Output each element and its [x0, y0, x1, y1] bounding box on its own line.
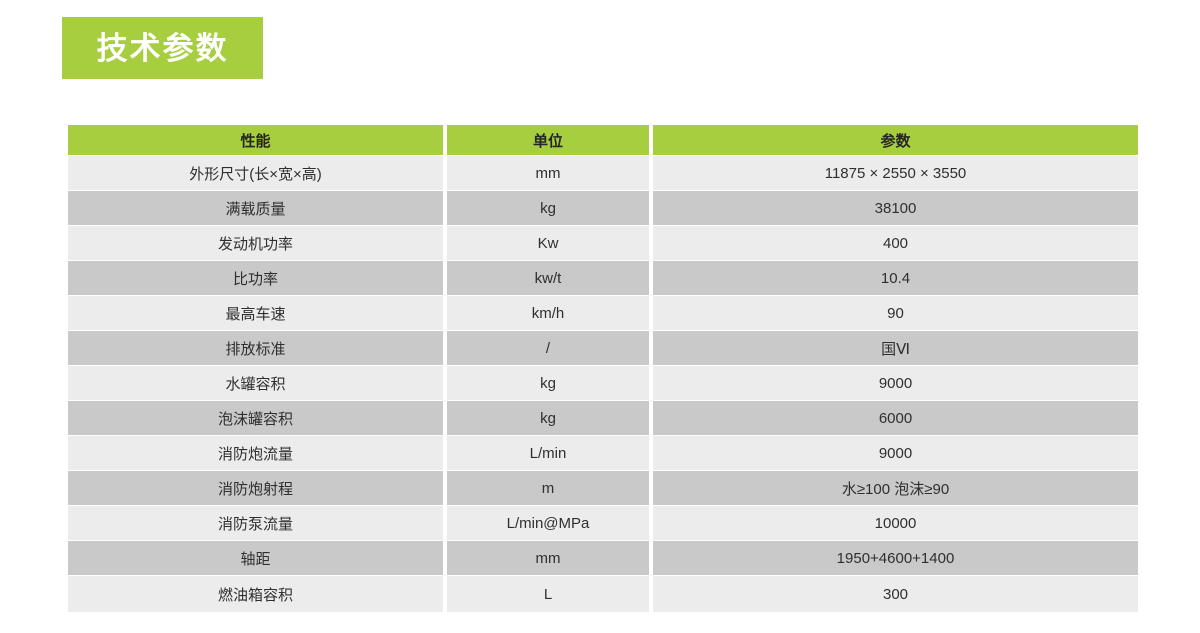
table-row: 排放标准 / 国Ⅵ [68, 331, 1138, 366]
cell-parameter: 国Ⅵ [653, 331, 1138, 366]
cell-unit: Kw [447, 226, 653, 261]
cell-parameter: 1950+4600+1400 [653, 541, 1138, 576]
cell-performance: 满载质量 [68, 191, 447, 226]
table-header-row: 性能 单位 参数 [68, 125, 1138, 156]
cell-unit: kg [447, 191, 653, 226]
cell-parameter: 10.4 [653, 261, 1138, 296]
table-row: 满载质量 kg 38100 [68, 191, 1138, 226]
cell-unit: L/min@MPa [447, 506, 653, 541]
cell-unit: mm [447, 541, 653, 576]
cell-unit: kw/t [447, 261, 653, 296]
cell-performance: 轴距 [68, 541, 447, 576]
cell-parameter: 6000 [653, 401, 1138, 436]
cell-performance: 发动机功率 [68, 226, 447, 261]
column-header-performance: 性能 [68, 125, 447, 156]
cell-parameter: 水≥100 泡沫≥90 [653, 471, 1138, 506]
cell-performance: 消防炮流量 [68, 436, 447, 471]
table-row: 比功率 kw/t 10.4 [68, 261, 1138, 296]
cell-parameter: 9000 [653, 436, 1138, 471]
technical-parameters-table: 性能 单位 参数 外形尺寸(长×宽×高) mm 11875 × 2550 × 355… [68, 125, 1138, 612]
table-row: 水罐容积 kg 9000 [68, 366, 1138, 401]
cell-unit: L [447, 576, 653, 612]
table-row: 轴距 mm 1950+4600+1400 [68, 541, 1138, 576]
cell-unit: L/min [447, 436, 653, 471]
table-row: 发动机功率 Kw 400 [68, 226, 1138, 261]
cell-parameter: 11875 × 2550 × 3550 [653, 156, 1138, 191]
table-row: 燃油箱容积 L 300 [68, 576, 1138, 612]
cell-unit: / [447, 331, 653, 366]
cell-parameter: 10000 [653, 506, 1138, 541]
cell-performance: 外形尺寸(长×宽×高) [68, 156, 447, 191]
column-header-unit: 单位 [447, 125, 653, 156]
cell-performance: 最高车速 [68, 296, 447, 331]
table-row: 消防炮射程 m 水≥100 泡沫≥90 [68, 471, 1138, 506]
cell-unit: km/h [447, 296, 653, 331]
page-title: 技术参数 [96, 30, 229, 66]
cell-parameter: 90 [653, 296, 1138, 331]
column-header-parameter: 参数 [653, 125, 1138, 156]
cell-performance: 燃油箱容积 [68, 576, 447, 612]
cell-parameter: 9000 [653, 366, 1138, 401]
cell-performance: 排放标准 [68, 331, 447, 366]
cell-parameter: 38100 [653, 191, 1138, 226]
table-row: 泡沫罐容积 kg 6000 [68, 401, 1138, 436]
table-body: 外形尺寸(长×宽×高) mm 11875 × 2550 × 3550 满载质量 kg 38… [68, 156, 1138, 612]
cell-unit: kg [447, 401, 653, 436]
table-row: 最高车速 km/h 90 [68, 296, 1138, 331]
cell-performance: 泡沫罐容积 [68, 401, 447, 436]
cell-performance: 水罐容积 [68, 366, 447, 401]
page-title-banner: 技术参数 [62, 17, 263, 79]
cell-performance: 比功率 [68, 261, 447, 296]
cell-unit: mm [447, 156, 653, 191]
table-row: 消防炮流量 L/min 9000 [68, 436, 1138, 471]
cell-parameter: 400 [653, 226, 1138, 261]
table-row: 消防泵流量 L/min@MPa 10000 [68, 506, 1138, 541]
table-header: 性能 单位 参数 [68, 125, 1138, 156]
cell-performance: 消防炮射程 [68, 471, 447, 506]
cell-parameter: 300 [653, 576, 1138, 612]
cell-unit: m [447, 471, 653, 506]
cell-unit: kg [447, 366, 653, 401]
cell-performance: 消防泵流量 [68, 506, 447, 541]
table-row: 外形尺寸(长×宽×高) mm 11875 × 2550 × 3550 [68, 156, 1138, 191]
